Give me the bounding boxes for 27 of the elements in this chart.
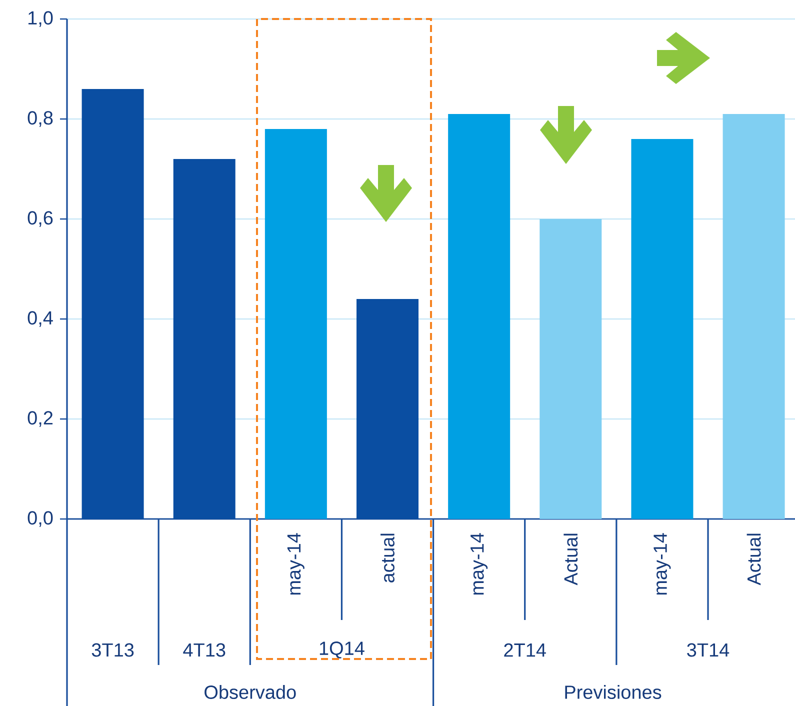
- text: 4T13: [183, 643, 226, 657]
- y-tick-label: 0,6: [28, 211, 53, 227]
- x-tick-label: Actual: [746, 534, 761, 586]
- text: Observado: [204, 685, 296, 699]
- x-tick-label: actual: [380, 534, 394, 582]
- text: 1Q14: [320, 642, 364, 658]
- bar: [448, 114, 510, 519]
- text: 3T13: [92, 643, 134, 657]
- text: 3T14: [687, 643, 730, 657]
- text: Previsiones: [565, 685, 662, 699]
- y-tick-label: 0,8: [28, 111, 53, 127]
- x-tick-label: Actual: [564, 534, 578, 586]
- y-tick-label: 0,4: [28, 311, 53, 327]
- y-tick-label: 1,0: [28, 11, 53, 27]
- text: 2T14: [504, 643, 546, 657]
- bar: [356, 298, 419, 519]
- bar: [82, 88, 144, 519]
- x-tick-label: may-14: [470, 533, 488, 595]
- y-tick-label: 0,2: [28, 411, 53, 427]
- bar: [540, 218, 602, 519]
- bar: [173, 158, 236, 519]
- bar: [264, 128, 327, 519]
- x-tick-label: may-14: [654, 533, 671, 595]
- bar: [631, 138, 694, 519]
- bar: [722, 114, 785, 519]
- x-tick-label: may-14: [287, 533, 304, 595]
- y-tick-label: 0,0: [28, 511, 53, 527]
